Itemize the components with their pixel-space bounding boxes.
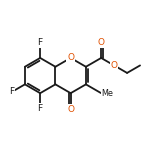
Text: O: O (98, 38, 105, 47)
Text: F: F (38, 38, 43, 47)
Text: F: F (9, 87, 15, 96)
Text: O: O (111, 61, 118, 70)
Text: O: O (67, 54, 74, 62)
Text: O: O (67, 105, 74, 114)
Text: F: F (38, 104, 43, 113)
Text: Me: Me (101, 89, 113, 98)
